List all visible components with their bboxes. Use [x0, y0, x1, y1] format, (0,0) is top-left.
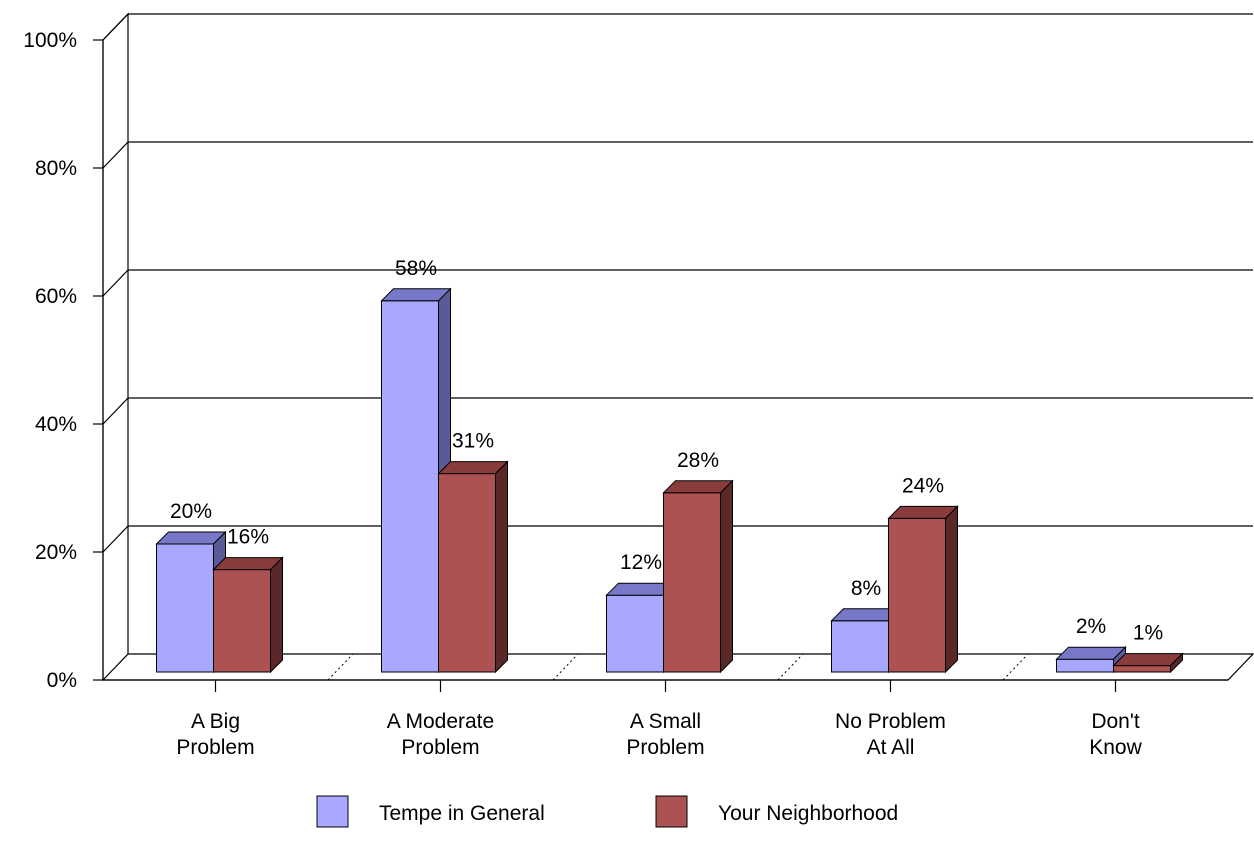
data-label: 16%	[227, 526, 269, 549]
data-label: 2%	[1076, 615, 1106, 638]
category-label: A Big Problem	[176, 710, 254, 759]
bar	[663, 492, 721, 673]
floor-separator	[552, 653, 579, 681]
category-label-line: No Problem	[835, 710, 946, 733]
data-label: 28%	[677, 449, 719, 472]
y-tick-label: 20%	[35, 541, 77, 564]
data-label: 58%	[395, 257, 437, 280]
category-label: No Problem At All	[835, 710, 946, 759]
category-label-line: Problem	[401, 736, 479, 759]
category-label-line: Problem	[626, 736, 704, 759]
category-label-line: At All	[867, 736, 915, 759]
data-label: 8%	[851, 577, 881, 600]
y-tick-label: 80%	[35, 157, 77, 180]
bar-side	[495, 460, 508, 674]
bar	[1056, 658, 1114, 673]
bar	[156, 543, 214, 673]
bar	[438, 473, 496, 673]
bar-side	[720, 479, 733, 674]
gridline-depth	[102, 269, 129, 297]
bar	[213, 569, 271, 673]
data-label: 20%	[170, 500, 212, 523]
data-labels: 20% 16% 58% 31% 12% 28% 8% 24% 2% 1%	[170, 257, 1163, 645]
legend-swatch	[316, 795, 349, 828]
bar	[606, 594, 664, 673]
category-label-line: A Big	[191, 710, 240, 733]
gridline-depth	[102, 397, 129, 425]
gridline-depth	[102, 141, 129, 169]
bar	[381, 300, 439, 673]
bar-side	[270, 556, 283, 674]
category-label-line: Know	[1089, 736, 1142, 759]
bar	[831, 620, 889, 673]
gridline-depth	[102, 13, 129, 41]
bar-side	[945, 505, 958, 674]
y-tick-label: 0%	[47, 669, 77, 692]
category-label-line: Don't	[1091, 710, 1140, 733]
data-label: 1%	[1133, 622, 1163, 645]
floor-separator	[327, 653, 354, 681]
y-tick-label: 100%	[23, 29, 77, 52]
bar	[1113, 665, 1171, 673]
category-label-line: Problem	[176, 736, 254, 759]
category-label: A Moderate Problem	[387, 710, 494, 759]
bar-side	[1170, 652, 1183, 674]
category-label-line: A Moderate	[387, 710, 494, 733]
y-tick-label: 60%	[35, 285, 77, 308]
legend-swatch	[655, 795, 688, 828]
category-label-line: A Small	[630, 710, 701, 733]
category-labels: A Big Problem A Moderate Problem A Small Prob…	[176, 710, 1142, 759]
legend-label: Tempe in General	[379, 802, 545, 825]
data-label: 24%	[902, 474, 944, 497]
legend: Tempe in General Your Neighborhood	[316, 795, 898, 828]
y-tick-label: 40%	[35, 413, 77, 436]
floor-separator	[777, 653, 804, 681]
bars	[155, 287, 1184, 674]
axes: 0% 20% 40% 60% 80% 100%	[23, 29, 1228, 692]
legend-label: Your Neighborhood	[718, 802, 898, 825]
data-label: 31%	[452, 430, 494, 453]
category-label: Don't Know	[1089, 710, 1142, 759]
back-wall-left-edge	[102, 12, 129, 680]
data-label: 12%	[620, 551, 662, 574]
bar	[888, 517, 946, 673]
floor-separator	[1002, 653, 1029, 681]
category-label: A Small Problem	[626, 710, 704, 759]
gridline-depth	[102, 525, 129, 553]
